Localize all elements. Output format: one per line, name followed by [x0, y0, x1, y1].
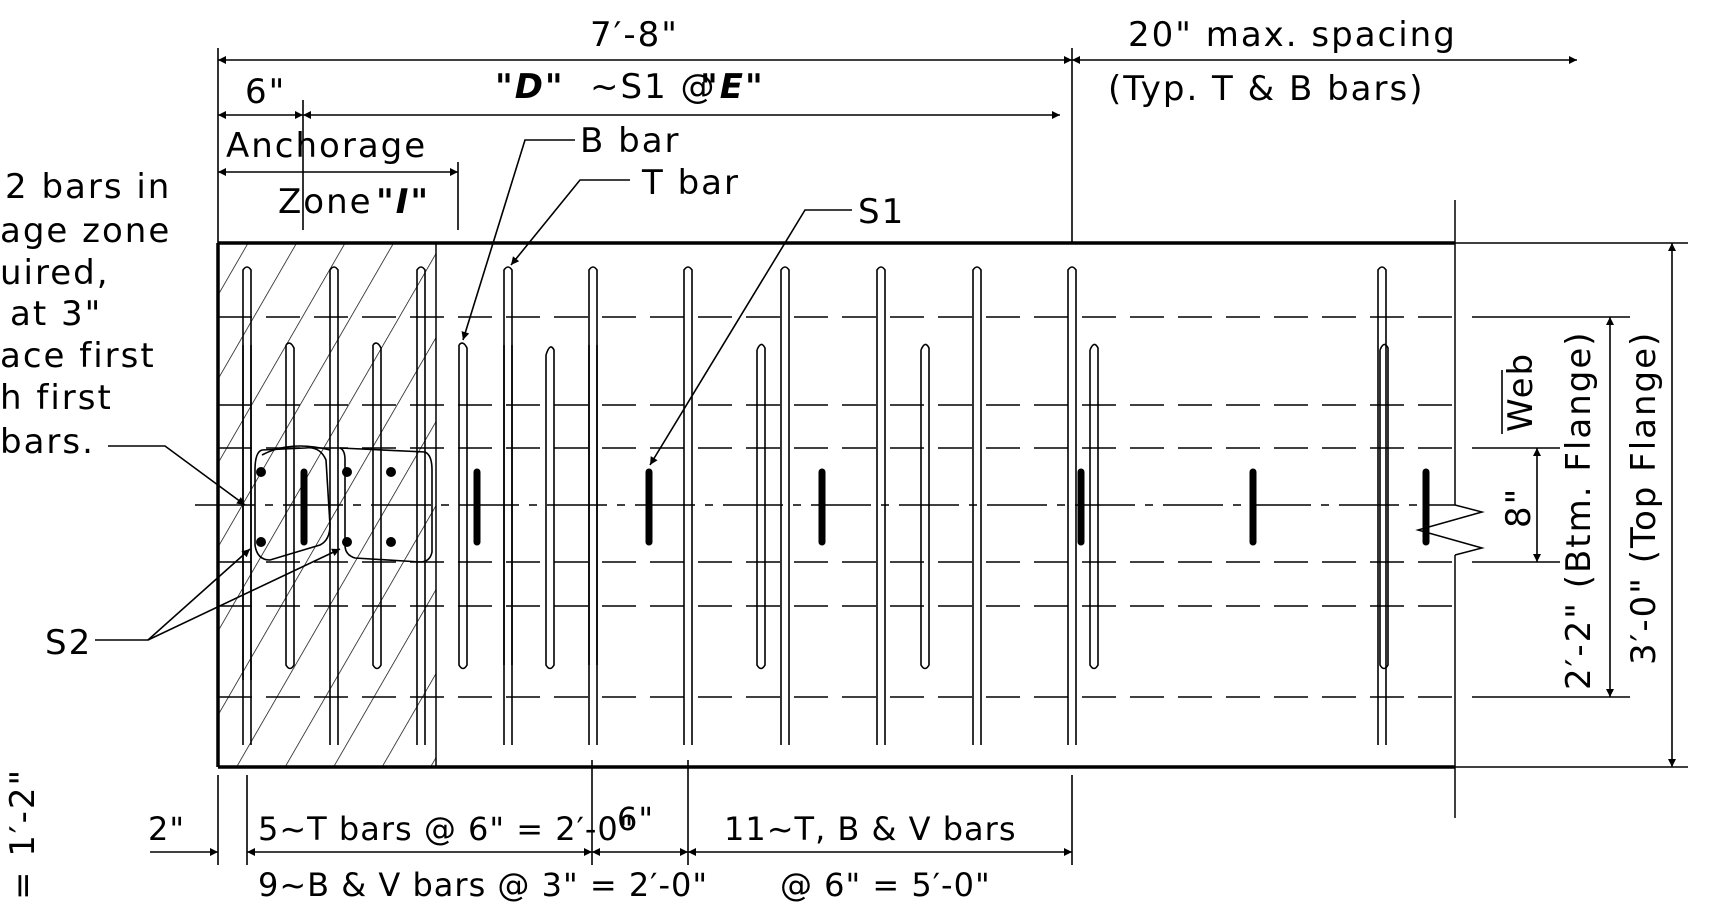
s2-callout: S2	[45, 623, 92, 663]
typ-bars-label: (Typ. T & B bars)	[1108, 69, 1424, 109]
d-label: "D"	[495, 67, 565, 107]
t-bar-callout: T bar	[641, 163, 740, 203]
note-line-1: 2 bars in	[5, 167, 171, 207]
note-line-7: bars.	[0, 422, 95, 462]
s1-at-label: ~S1 @	[590, 67, 717, 107]
left-dim-label: = 1′-2"	[3, 768, 43, 900]
note-line-4: at 3"	[10, 294, 102, 334]
s2-ties	[254, 445, 433, 563]
t-bars-spacing-label: 5~T bars @ 6" = 2′-0"	[258, 810, 634, 848]
six-mid-label: 6"	[617, 800, 654, 838]
s1-callout: S1	[858, 192, 905, 232]
note-line-5: ace first	[0, 336, 156, 376]
t-bars	[242, 266, 1387, 745]
zone-i-label: "I"	[376, 182, 430, 222]
b-bar-callout: B bar	[580, 121, 681, 161]
six-inch-label: 6"	[245, 72, 286, 112]
zone-label: Zone	[278, 182, 373, 222]
anchorage-note: 2 bars in age zone uired, at 3" ace firs…	[0, 167, 171, 462]
b-bars	[242, 342, 1389, 680]
tbv-spacing-label: @ 6" = 5′-0"	[780, 866, 991, 904]
two-inch-label: 2"	[148, 810, 185, 848]
web-label: Web	[1501, 352, 1541, 432]
total-length-label: 7′-8"	[590, 15, 679, 55]
e-label: "E"	[700, 67, 765, 107]
s1-bars	[300, 468, 1430, 546]
bv-bars-spacing-label: 9~B & V bars @ 3" = 2′-0"	[258, 866, 708, 904]
btm-flange-label: 2′-2" (Btm. Flange)	[1559, 330, 1599, 690]
bottom-dimensions	[150, 760, 1073, 865]
s2-dots	[256, 467, 396, 547]
note-line-3: uired,	[0, 253, 110, 293]
leaders	[95, 139, 852, 641]
tbv-bars-label: 11~T, B & V bars	[724, 810, 1016, 848]
top-dimensions	[217, 48, 1577, 243]
note-line-2: age zone	[0, 211, 171, 251]
right-dimensions	[1455, 242, 1688, 768]
top-flange-label: 3′-0" (Top Flange)	[1624, 331, 1664, 665]
note-line-6: h first	[0, 378, 113, 418]
max-spacing-label: 20" max. spacing	[1128, 15, 1457, 55]
eight-inch-label: 8"	[1499, 487, 1539, 528]
anchorage-label: Anchorage	[226, 126, 427, 166]
